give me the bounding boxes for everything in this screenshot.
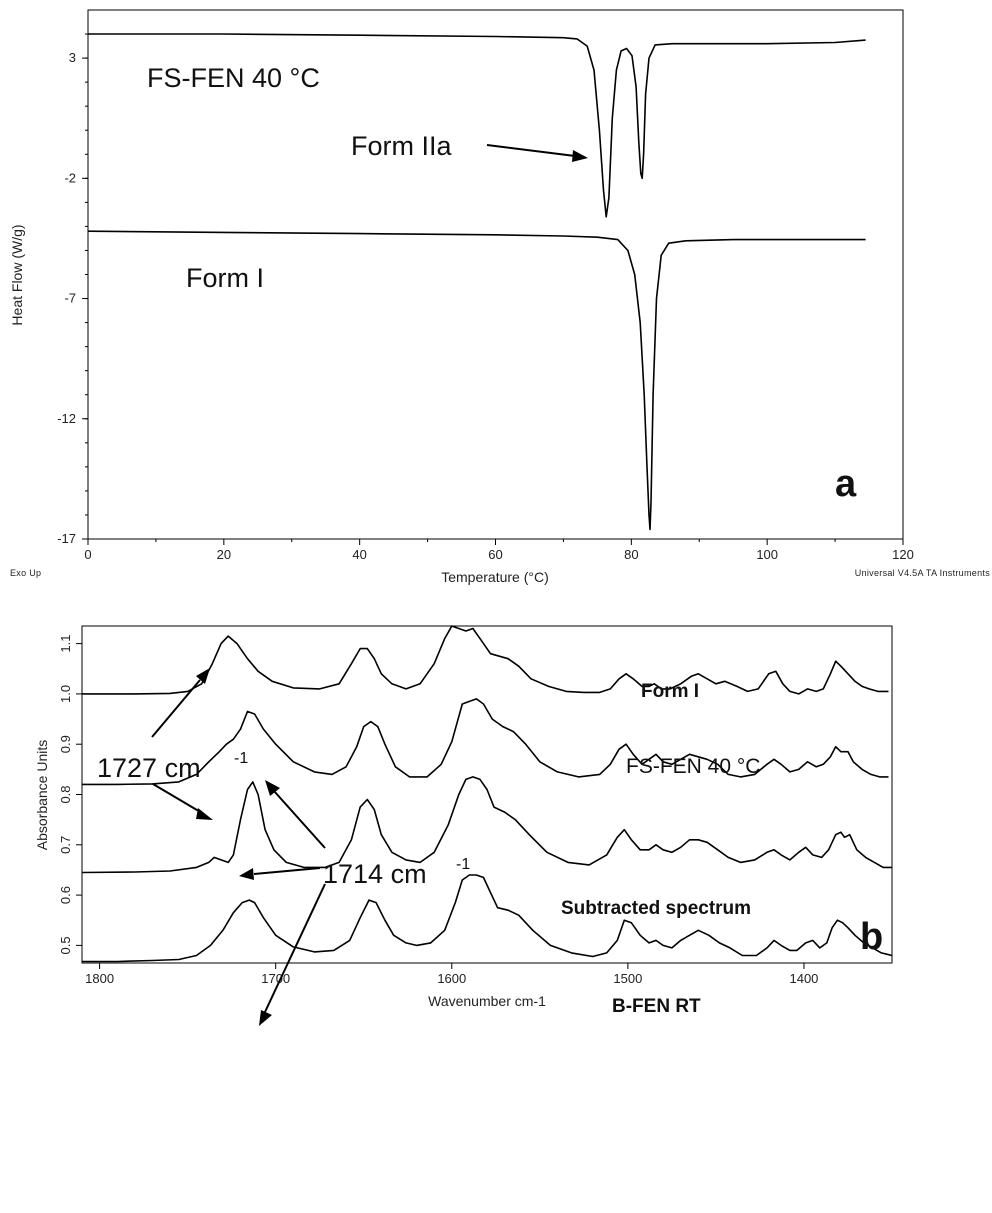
y-tick-label: 1.1 <box>58 635 73 653</box>
ir-panel: 1800 1700 1600 1500 1400 0.5 0.6 0.7 0.8 0.9 1.0 1.… <box>34 625 893 1026</box>
dsc-axis-ticks: 0 20 40 60 80 100 120 3 -2 -7 -12 -17 <box>57 33 914 562</box>
x-tick-label: 1400 <box>789 971 818 986</box>
x-tick-label: 1700 <box>261 971 290 986</box>
ir-y-axis-label: Absorbance Units <box>34 740 50 851</box>
ir-x-axis-label: Wavenumber cm-1 <box>428 993 546 1009</box>
series-line-form-i <box>82 625 889 695</box>
arrows-1714 <box>239 780 326 1026</box>
x-tick-label: 80 <box>624 547 638 562</box>
ir-axis-ticks: 1800 1700 1600 1500 1400 0.5 0.6 0.7 0.8 0.9 1.0 1.… <box>58 635 818 986</box>
ir-curves <box>81 625 893 963</box>
dsc-label-fs-fen: FS-FEN 40 °C <box>147 63 320 93</box>
x-tick-label: 40 <box>352 547 366 562</box>
series-line-fs-fen-40-c <box>88 33 866 218</box>
x-tick-label: 60 <box>488 547 502 562</box>
dsc-label-form-i: Form I <box>186 263 264 293</box>
y-tick-label: 0.5 <box>58 936 73 954</box>
label-1714: 1714 cm -1 <box>323 856 470 889</box>
y-tick-label: 0.6 <box>58 886 73 904</box>
dsc-y-axis-label: Heat Flow (W/g) <box>9 224 25 325</box>
y-tick-label: -17 <box>57 531 76 546</box>
ir-label-b-fen: B-FEN RT <box>612 996 701 1017</box>
label-1714-sup: -1 <box>456 856 470 873</box>
ir-label-subtracted: Subtracted spectrum <box>561 898 751 919</box>
label-1727: 1727 cm -1 <box>97 750 248 783</box>
instrument-label: Universal V4.5A TA Instruments <box>855 568 990 578</box>
arrows-1727 <box>151 668 213 820</box>
series-line-fs-fen-40-c <box>82 698 889 786</box>
y-tick-label: -7 <box>64 291 76 306</box>
ir-label-form-i: Form I <box>641 681 699 702</box>
arrow-form-iia <box>486 144 588 162</box>
y-tick-label: 0.7 <box>58 836 73 854</box>
label-1714-text: 1714 cm <box>323 859 427 889</box>
series-line-form-i <box>87 230 866 531</box>
x-tick-label: 1800 <box>85 971 114 986</box>
x-tick-label: 1600 <box>437 971 466 986</box>
x-tick-label: 0 <box>84 547 91 562</box>
panel-letter-a: a <box>835 463 857 505</box>
y-tick-label: 3 <box>69 50 76 65</box>
x-tick-label: 1500 <box>613 971 642 986</box>
dsc-curves <box>87 33 866 531</box>
panel-letter-b: b <box>860 916 883 958</box>
label-1727-sup: -1 <box>234 750 248 767</box>
y-tick-label: -2 <box>64 170 76 185</box>
series-line-subtracted-spectrum <box>81 776 892 874</box>
x-tick-label: 20 <box>217 547 231 562</box>
x-tick-label: 120 <box>892 547 914 562</box>
dsc-panel: 0 20 40 60 80 100 120 3 -2 -7 -12 -17 Heat Flow (W/… <box>9 9 990 585</box>
exo-up-label: Exo Up <box>10 568 41 578</box>
y-tick-label: 0.8 <box>58 785 73 803</box>
series-line-b-fen-rt <box>82 874 893 963</box>
dsc-label-form-iia: Form IIa <box>351 131 452 161</box>
y-tick-label: 1.0 <box>58 685 73 703</box>
ir-label-fs-fen: FS-FEN 40 °C <box>626 755 760 778</box>
x-tick-label: 100 <box>756 547 778 562</box>
y-tick-label: -12 <box>57 411 76 426</box>
label-1727-text: 1727 cm <box>97 753 201 783</box>
y-tick-label: 0.9 <box>58 735 73 753</box>
dsc-x-axis-label: Temperature (°C) <box>441 569 549 585</box>
